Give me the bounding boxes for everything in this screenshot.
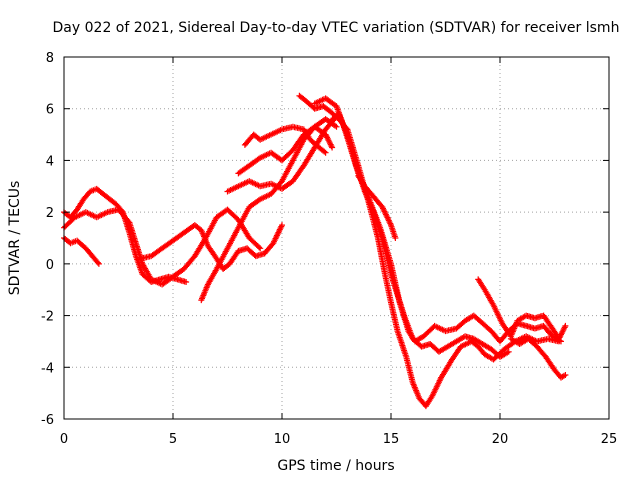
- y-tick-label: -2: [41, 310, 54, 325]
- x-tick-label: 0: [60, 432, 68, 447]
- y-tick-label: 0: [46, 258, 54, 273]
- x-tick-label: 10: [274, 432, 291, 447]
- series-markers: [235, 123, 336, 177]
- x-tick-label: 15: [383, 432, 400, 447]
- y-tick-label: 6: [46, 103, 54, 118]
- x-tick-label: 5: [169, 432, 177, 447]
- data-series: [507, 335, 569, 381]
- data-series: [296, 92, 562, 410]
- series-markers: [355, 172, 399, 241]
- data-series: [61, 185, 190, 285]
- y-tick-label: 8: [46, 51, 54, 66]
- data-series: [475, 276, 569, 342]
- y-tick-label: 4: [46, 154, 54, 169]
- data-series: [61, 235, 102, 267]
- x-axis-label: GPS time / hours: [277, 458, 394, 474]
- series-markers: [475, 276, 569, 342]
- series-markers: [296, 92, 562, 410]
- x-tick-label: 25: [601, 432, 618, 447]
- series-markers: [61, 185, 190, 285]
- series-markers: [507, 335, 569, 381]
- x-tick-label: 20: [492, 432, 509, 447]
- y-tick-label: -4: [41, 361, 54, 376]
- plot-frame: [63, 56, 610, 420]
- data-series: [241, 123, 329, 156]
- series-markers: [241, 123, 329, 156]
- data-series: [355, 172, 399, 241]
- y-axis-label: SDTVAR / TECUs: [7, 181, 23, 296]
- y-tick-label: 2: [46, 206, 54, 221]
- series-markers: [61, 235, 102, 267]
- data-series: [235, 123, 336, 177]
- data-points: [61, 92, 569, 410]
- chart-title: Day 022 of 2021, Sidereal Day-to-day VTE…: [53, 20, 620, 36]
- axis-ticks: 0 5 10 15 20 25 -6 -4 -2 0 2 4 6 8: [41, 51, 617, 447]
- y-tick-label: -6: [41, 413, 54, 428]
